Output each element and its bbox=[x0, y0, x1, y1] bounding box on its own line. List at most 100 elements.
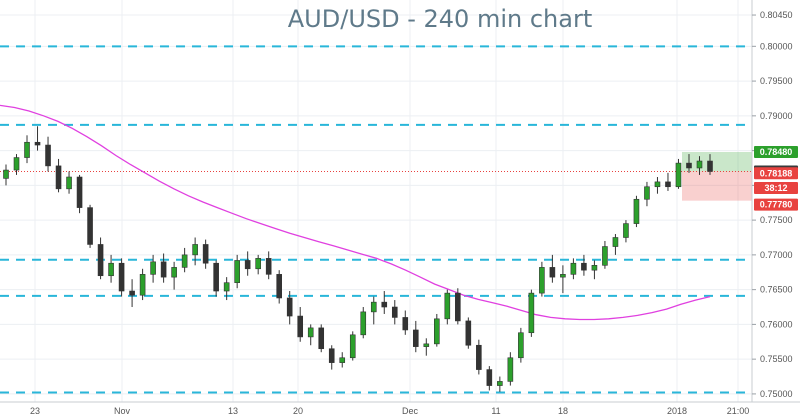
candle-body bbox=[129, 290, 135, 296]
candle-body bbox=[213, 262, 219, 292]
price-label-box bbox=[754, 198, 798, 211]
candle bbox=[150, 254, 156, 283]
candle bbox=[76, 174, 83, 214]
candle bbox=[349, 331, 356, 361]
y-tick-label: 0.75000 bbox=[760, 389, 793, 399]
price-label: 0.77780 bbox=[754, 198, 798, 211]
candle-body bbox=[707, 160, 713, 172]
candle bbox=[665, 172, 671, 191]
candle-body bbox=[507, 357, 514, 382]
x-tick-label: 21:00 bbox=[727, 406, 750, 416]
candle-body bbox=[518, 332, 524, 359]
candle-body bbox=[265, 258, 272, 275]
candle bbox=[108, 254, 114, 283]
candle-body bbox=[276, 274, 282, 299]
candle bbox=[602, 240, 608, 269]
price-label-box bbox=[754, 145, 798, 158]
candle bbox=[686, 154, 692, 173]
candle-body bbox=[528, 292, 535, 334]
candle-body bbox=[402, 317, 409, 331]
y-tick-label: 0.79500 bbox=[760, 76, 793, 86]
candle-body bbox=[181, 254, 188, 268]
candle bbox=[3, 164, 9, 186]
candle bbox=[633, 195, 640, 228]
candle bbox=[591, 260, 598, 280]
y-tick-label: 0.80000 bbox=[760, 41, 793, 51]
candle-body bbox=[612, 237, 619, 247]
y-tick-label: 0.79000 bbox=[760, 111, 793, 121]
candle bbox=[570, 258, 577, 280]
candle bbox=[244, 251, 251, 276]
candle-body bbox=[234, 260, 240, 283]
candle bbox=[87, 204, 93, 248]
candle bbox=[412, 320, 419, 353]
candle-body bbox=[675, 162, 682, 188]
candle-body bbox=[66, 176, 72, 190]
candle bbox=[370, 296, 377, 325]
candle bbox=[539, 261, 545, 297]
price-label-text: 0.78188 bbox=[760, 168, 793, 178]
candle-body bbox=[560, 274, 566, 278]
candle-body bbox=[370, 301, 377, 313]
candle-body bbox=[423, 343, 430, 347]
candle-body bbox=[444, 292, 451, 320]
candle-body bbox=[171, 267, 177, 278]
candle-body bbox=[307, 327, 314, 338]
candle bbox=[654, 177, 661, 194]
y-tick-label: 0.80450 bbox=[760, 10, 793, 20]
loss-zone bbox=[682, 171, 752, 201]
candle-body bbox=[286, 297, 293, 317]
candle-body bbox=[160, 261, 167, 278]
moving-average bbox=[0, 104, 711, 321]
candle-body bbox=[465, 320, 472, 346]
level-lines bbox=[0, 45, 752, 394]
candle bbox=[192, 237, 198, 266]
price-label-box bbox=[754, 181, 798, 194]
candle-body bbox=[118, 262, 125, 292]
candle bbox=[223, 277, 230, 301]
candle-body bbox=[139, 274, 146, 296]
candle bbox=[549, 254, 556, 283]
candle bbox=[213, 260, 219, 297]
candle-body bbox=[328, 348, 335, 363]
candle-body bbox=[192, 244, 198, 256]
candle bbox=[675, 158, 682, 189]
moving-average-line bbox=[0, 104, 711, 321]
candle bbox=[434, 313, 440, 347]
candle-body bbox=[591, 265, 598, 271]
candle-body bbox=[150, 261, 156, 275]
candle bbox=[581, 254, 587, 276]
price-label-text: 0.77780 bbox=[760, 200, 793, 210]
candle bbox=[66, 171, 72, 194]
x-tick-label: 18 bbox=[558, 406, 568, 416]
candle-body bbox=[97, 244, 104, 277]
x-tick-label: 13 bbox=[228, 406, 238, 416]
candle bbox=[255, 254, 261, 275]
candle-body bbox=[434, 318, 440, 345]
candle bbox=[518, 327, 524, 363]
candle-body bbox=[360, 311, 367, 336]
candle bbox=[402, 310, 409, 335]
candle-body bbox=[297, 315, 304, 338]
profit-zone bbox=[682, 151, 752, 172]
candle-body bbox=[539, 267, 545, 294]
candle-body bbox=[24, 141, 30, 158]
candle bbox=[286, 291, 293, 325]
candle-body bbox=[339, 357, 346, 363]
x-tick-label: 23 bbox=[30, 406, 40, 416]
candle bbox=[202, 239, 209, 269]
x-tick-label: Dec bbox=[402, 406, 419, 416]
candle bbox=[181, 247, 188, 273]
candle-body bbox=[255, 258, 261, 270]
candlestick-series bbox=[3, 126, 713, 392]
candle bbox=[381, 291, 388, 314]
candle bbox=[623, 220, 629, 243]
price-label-text: 38:12 bbox=[764, 183, 787, 193]
candle bbox=[118, 258, 125, 297]
candle bbox=[465, 317, 472, 349]
candle bbox=[696, 156, 703, 175]
price-label: 0.78188 bbox=[754, 167, 798, 180]
candle-body bbox=[391, 306, 398, 318]
